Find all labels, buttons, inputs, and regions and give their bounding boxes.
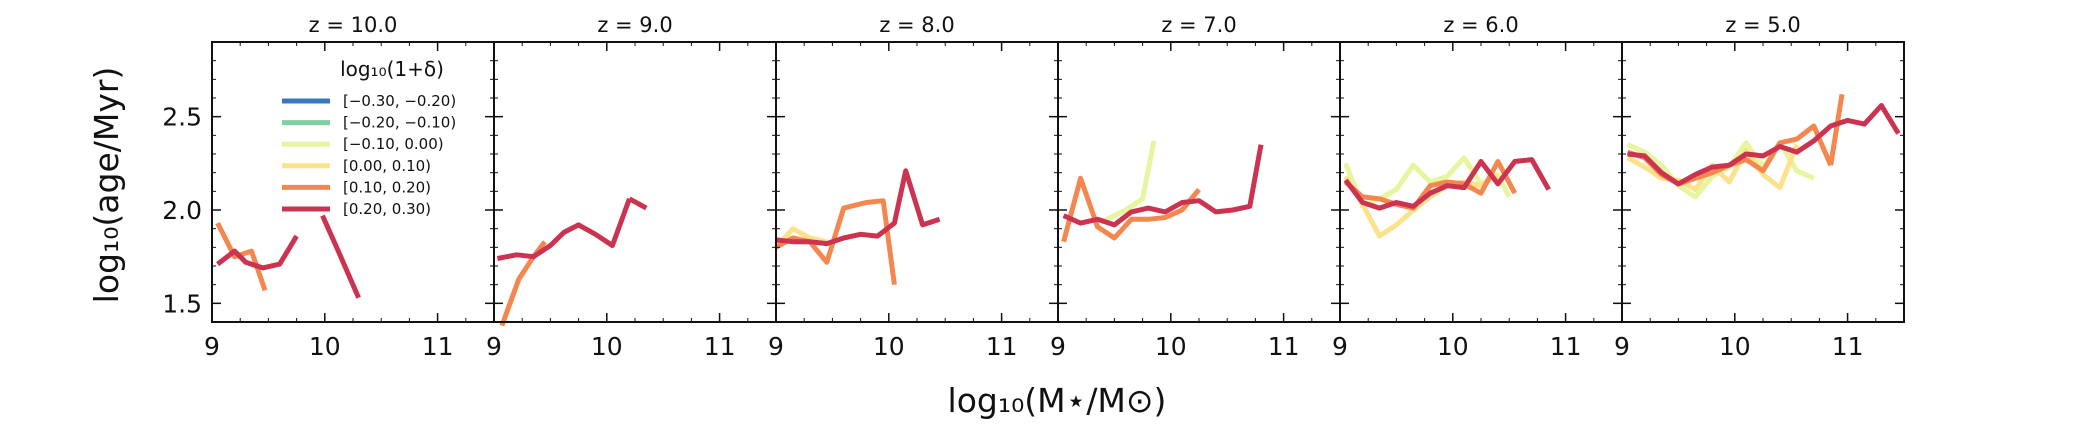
x-tick-label: 11 — [1550, 332, 1582, 361]
x-tick-label: 10 — [1155, 332, 1187, 361]
panel-6: z = 5.0 9 10 11 — [1614, 13, 1905, 361]
series-line-bin-5 — [1343, 157, 1551, 211]
panel-3: z = 8.0 9 10 11 — [768, 13, 1059, 361]
series-line-bin-3 — [1343, 172, 1500, 239]
x-tick-label: 11 — [704, 332, 736, 361]
y-axis-label: log₁₀(age/Myr) — [87, 67, 126, 304]
legend-label: [0.10, 0.20) — [343, 178, 431, 196]
series-line-bin-4 — [215, 221, 268, 292]
series-line-bin-4 — [1828, 93, 1845, 166]
x-tick-label: 9 — [768, 332, 784, 361]
x-axis-label: log₁₀(M⋆/M⊙) — [948, 381, 1167, 420]
series-line-bin-5 — [628, 196, 648, 211]
series-line-bin-5 — [496, 197, 632, 261]
panels-group: z = 10.09 10 111.52.02.5z = 9.09 10 11z = 8.… — [162, 13, 1905, 361]
legend-label: [−0.20, −0.10) — [343, 114, 456, 132]
panel-frame — [775, 41, 1059, 323]
x-tick-label: 9 — [204, 332, 220, 361]
series-line-bin-4 — [774, 198, 897, 286]
panel-title: z = 10.0 — [309, 13, 398, 37]
x-tick-label: 11 — [986, 332, 1018, 361]
x-tick-label: 11 — [422, 332, 454, 361]
legend-label: [0.20, 0.30) — [343, 200, 431, 218]
series-line-bin-4 — [1343, 159, 1518, 211]
panel-title: z = 8.0 — [879, 13, 954, 37]
x-tick-label: 11 — [1832, 332, 1864, 361]
y-tick-label: 2.0 — [162, 196, 202, 225]
panel-frame — [493, 41, 777, 323]
panel-5: z = 6.0 9 10 11 — [1332, 13, 1623, 361]
x-tick-label: 10 — [1437, 332, 1469, 361]
x-tick-label: 10 — [1719, 332, 1751, 361]
series-line-bin-3 — [774, 226, 828, 249]
series-line-bin-4 — [499, 240, 547, 327]
y-tick-label: 2.5 — [162, 103, 202, 132]
x-tick-label: 10 — [873, 332, 905, 361]
series-line-bin-5 — [1627, 103, 1901, 187]
series-line-bin-5 — [1062, 144, 1264, 228]
panel-frame — [1057, 41, 1341, 323]
series-line-bin-5 — [775, 168, 941, 247]
x-tick-label: 10 — [309, 332, 341, 361]
legend-label: [−0.30, −0.20) — [343, 92, 456, 110]
panel-2: z = 9.0 9 10 11 — [486, 13, 777, 361]
panel-frame — [1621, 41, 1905, 323]
legend-label: [0.00, 0.10) — [343, 157, 431, 175]
legend-title: log₁₀(1+δ) — [340, 57, 444, 81]
panel-1: z = 10.0 9 10 11 1.5 2.0 2.5 — [162, 13, 495, 361]
panel-4: z = 7.0 9 10 11 — [1050, 13, 1341, 361]
y-tick-label: 1.5 — [162, 289, 202, 318]
panel-title: z = 6.0 — [1443, 13, 1518, 37]
x-tick-label: 11 — [1268, 332, 1300, 361]
x-tick-label: 10 — [591, 332, 623, 361]
x-tick-label: 9 — [1050, 332, 1066, 361]
x-tick-label: 9 — [486, 332, 502, 361]
x-tick-label: 9 — [1614, 332, 1630, 361]
series-line-bin-5 — [216, 234, 299, 271]
series-line-bin-4 — [1061, 175, 1201, 243]
series-line-bin-2 — [1101, 140, 1157, 224]
panel-title: z = 9.0 — [597, 13, 672, 37]
x-tick-label: 9 — [1332, 332, 1348, 361]
series-line-bin-5 — [320, 214, 361, 299]
panel-title: z = 7.0 — [1161, 13, 1236, 37]
panel-title: z = 5.0 — [1725, 13, 1800, 37]
legend-label: [−0.10, 0.00) — [343, 135, 444, 153]
legend: log₁₀(1+δ) [−0.30, −0.20) [−0.20, −0.10) [−… — [282, 57, 456, 218]
